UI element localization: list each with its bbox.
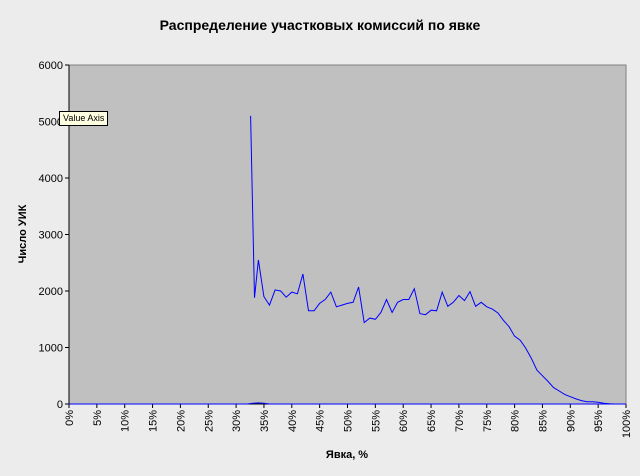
chart-title: Распределение участковых комиссий по явк… bbox=[160, 17, 481, 33]
x-tick-label: 45% bbox=[315, 410, 327, 432]
y-tick-label: 0 bbox=[57, 399, 63, 411]
x-tick-label: 80% bbox=[510, 410, 522, 432]
y-tick-label: 2000 bbox=[39, 286, 63, 298]
x-tick-label: 60% bbox=[398, 410, 410, 432]
x-tick-label: 20% bbox=[175, 410, 187, 432]
x-tick-label: 55% bbox=[370, 410, 382, 432]
y-tick-label: 5000 bbox=[39, 117, 63, 129]
x-tick-label: 25% bbox=[203, 410, 215, 432]
x-tick-label: 75% bbox=[482, 410, 494, 432]
x-tick-label: 85% bbox=[537, 410, 549, 432]
x-axis[interactable]: 0% 5% 10% 15% 20% 25% 30% 35% 40% 45% 50% 55% 60% 65%… bbox=[64, 403, 633, 438]
x-tick-label: 100% bbox=[621, 410, 633, 438]
value-axis-tooltip: Value Axis bbox=[59, 111, 109, 126]
y-tick-label: 6000 bbox=[39, 60, 63, 72]
x-tick-label: 35% bbox=[259, 410, 271, 432]
x-tick-label: 95% bbox=[593, 410, 605, 432]
x-tick-label: 65% bbox=[426, 410, 438, 432]
y-tick-label: 4000 bbox=[39, 173, 63, 185]
x-tick-label: 50% bbox=[343, 410, 355, 432]
series-line-1 bbox=[250, 115, 626, 405]
x-tick-label: 0% bbox=[64, 410, 76, 426]
series-layer bbox=[69, 115, 626, 405]
x-axis-title: Явка, % bbox=[326, 449, 368, 461]
y-tick-label: 1000 bbox=[39, 343, 63, 355]
series-line-2 bbox=[69, 402, 626, 405]
y-axis[interactable]: 0 1000 2000 3000 4000 5000 6000 bbox=[39, 60, 70, 411]
x-tick-label: 10% bbox=[120, 410, 132, 432]
y-tick-label: 3000 bbox=[39, 230, 63, 242]
x-tick-label: 70% bbox=[454, 410, 466, 432]
x-tick-label: 90% bbox=[565, 410, 577, 432]
x-tick-label: 15% bbox=[148, 410, 160, 432]
x-tick-label: 40% bbox=[287, 410, 299, 432]
x-tick-label: 5% bbox=[92, 410, 104, 426]
x-tick-label: 30% bbox=[231, 410, 243, 432]
plot-area[interactable] bbox=[68, 64, 627, 405]
y-axis-title: Число УИК bbox=[17, 204, 29, 263]
